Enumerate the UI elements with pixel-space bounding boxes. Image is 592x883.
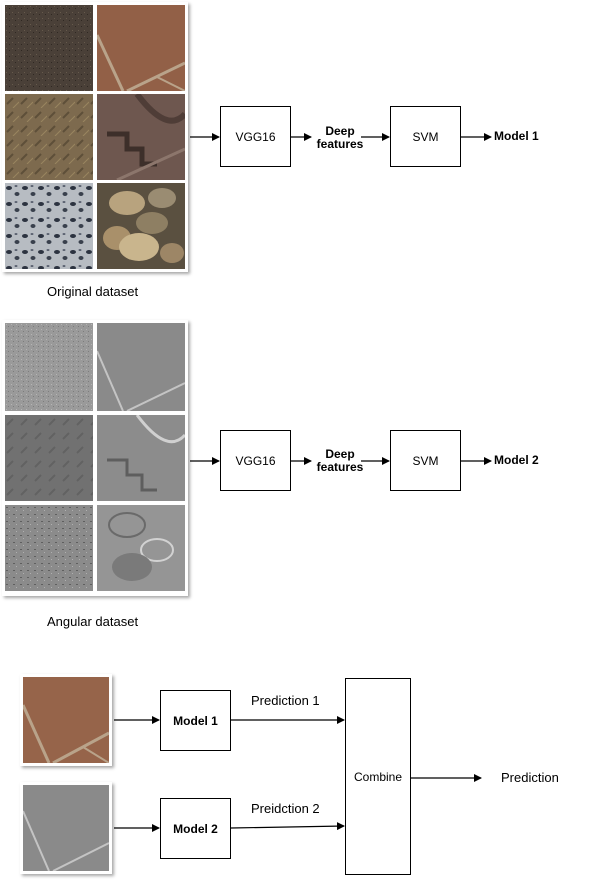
model-2-label: Model 2 bbox=[494, 453, 539, 467]
texture-gray-pebbles bbox=[97, 505, 185, 591]
vgg16-box-2: VGG16 bbox=[220, 430, 291, 491]
combine-box: Combine bbox=[345, 678, 411, 875]
deep-features-label-2: Deep features bbox=[316, 447, 364, 474]
ensemble-model-1-box: Model 1 bbox=[160, 690, 231, 751]
vgg16-box-1: VGG16 bbox=[220, 106, 291, 167]
texture-asphalt bbox=[5, 5, 93, 91]
texture-diamond-plate bbox=[5, 94, 93, 180]
deep-features-label-1: Deep features bbox=[316, 124, 364, 151]
texture-manhole bbox=[97, 94, 185, 180]
model-1-label: Model 1 bbox=[494, 129, 539, 143]
original-dataset-caption: Original dataset bbox=[47, 284, 139, 299]
svm-box-2: SVM bbox=[390, 430, 461, 491]
texture-gray-brick-sample bbox=[23, 785, 109, 871]
angular-dataset-caption: Angular dataset bbox=[47, 614, 139, 629]
original-image-grid bbox=[2, 2, 188, 272]
texture-gray-diamond-plate bbox=[5, 415, 93, 501]
texture-pebbles bbox=[97, 183, 185, 269]
angular-image-grid bbox=[2, 320, 188, 596]
arrow-model2-to-combine bbox=[230, 822, 345, 831]
texture-brick bbox=[97, 5, 185, 91]
texture-gray-gravel bbox=[5, 505, 93, 591]
prediction-1-label: Prediction 1 bbox=[251, 693, 320, 708]
texture-gray-manhole bbox=[97, 415, 185, 501]
svm-box-1: SVM bbox=[390, 106, 461, 167]
texture-gray-asphalt bbox=[5, 323, 93, 411]
texture-brick-sample bbox=[23, 677, 109, 763]
prediction-2-label: Preidction 2 bbox=[251, 801, 320, 816]
texture-gravel bbox=[5, 183, 93, 269]
ensemble-model-2-box: Model 2 bbox=[160, 798, 231, 859]
final-prediction-label: Prediction bbox=[501, 770, 559, 785]
texture-gray-brick bbox=[97, 323, 185, 411]
sample-image-brick bbox=[20, 674, 112, 766]
sample-image-gray-brick bbox=[20, 782, 112, 874]
